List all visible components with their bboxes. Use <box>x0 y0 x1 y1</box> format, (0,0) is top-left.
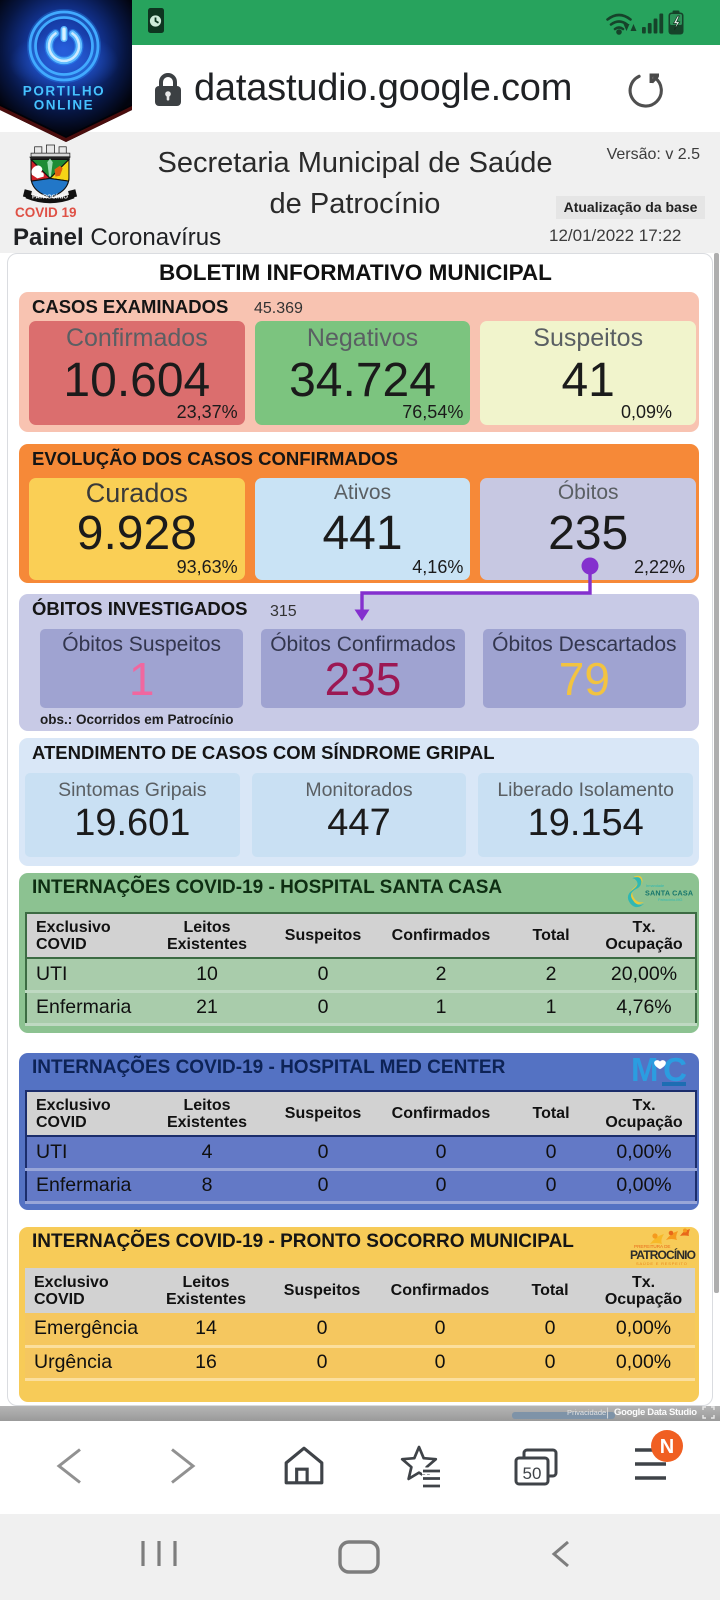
svg-text:MC: MC <box>632 1052 687 1087</box>
svg-text:SAÚDE E RESPEITO: SAÚDE E RESPEITO <box>636 1261 688 1266</box>
svg-text:PREFEITURA DE: PREFEITURA DE <box>634 1244 671 1249</box>
svg-text:50: 50 <box>523 1464 542 1483</box>
svg-text:Patrocínio-MG: Patrocínio-MG <box>658 898 683 902</box>
svg-text:PATROCÍNIO: PATROCÍNIO <box>32 192 68 200</box>
svg-text:ONLINE: ONLINE <box>34 98 95 113</box>
svg-text:PORTILHO: PORTILHO <box>23 84 106 99</box>
svg-text:PATROCÍNIO: PATROCÍNIO <box>630 1247 696 1262</box>
svg-text:Irmandade: Irmandade <box>646 884 664 888</box>
svg-text:N: N <box>660 1436 674 1458</box>
svg-text:SANTA CASA: SANTA CASA <box>645 889 693 898</box>
